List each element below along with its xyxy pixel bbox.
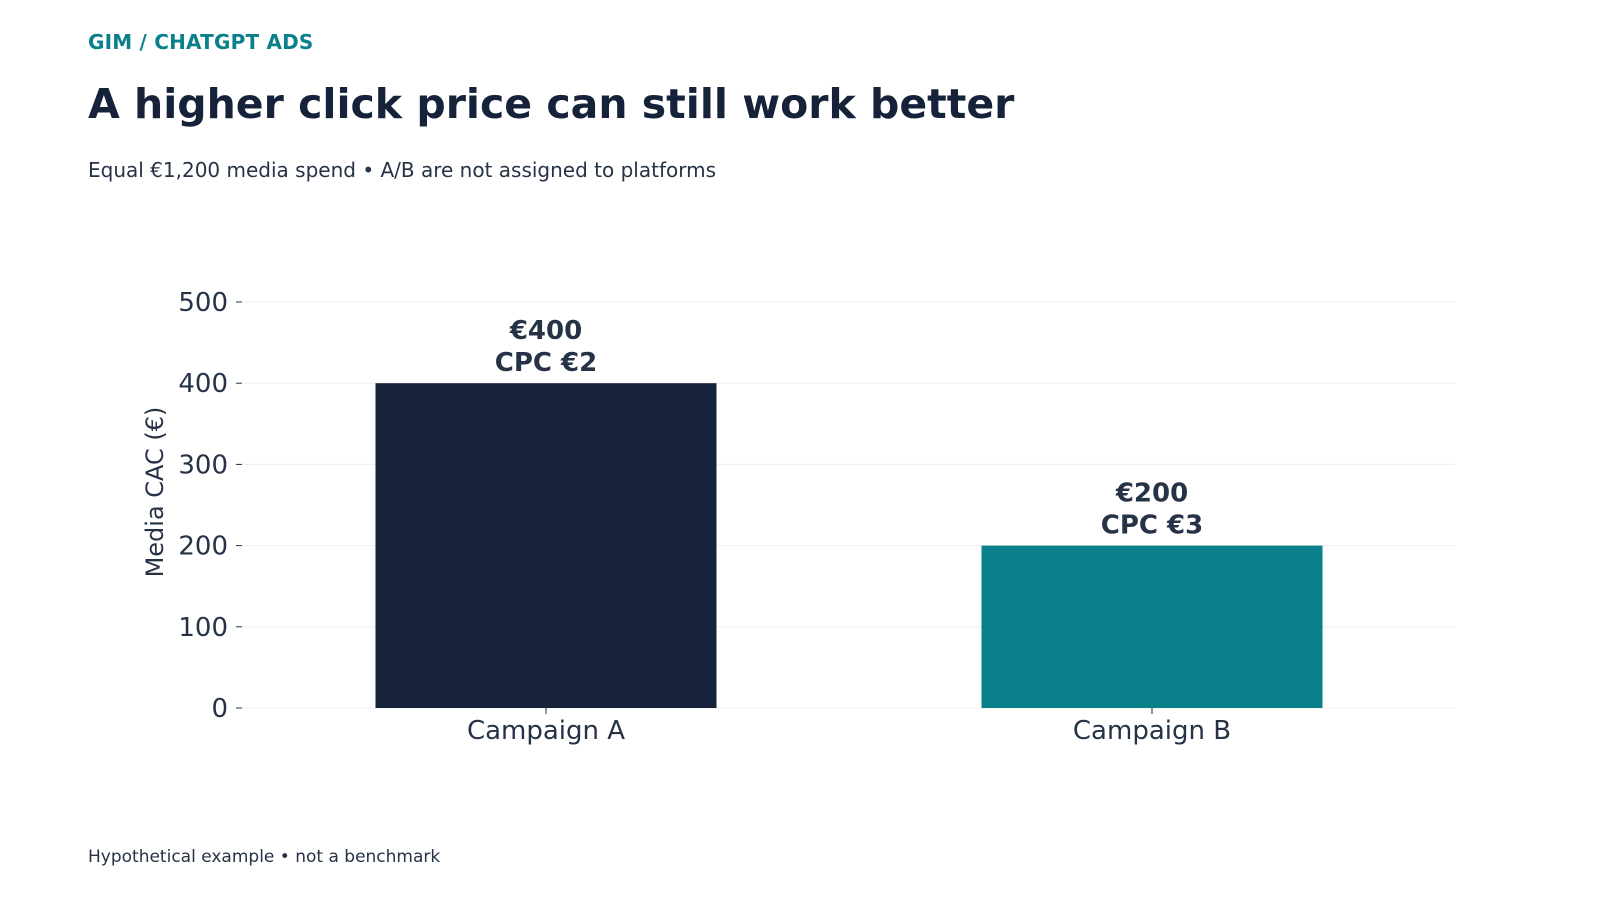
data-label-cpc: CPC €3 [1101,511,1203,541]
bar-campaign-b [981,545,1323,708]
y-tick-label: 400 [178,369,228,399]
data-label-value: €400 [509,316,582,346]
bar-campaign-a [375,383,717,708]
data-label-value: €200 [1115,479,1188,509]
bars [375,383,1323,708]
x-tick-label: Campaign B [1073,716,1231,746]
y-axis: 0 100 200 300 400 500 [178,288,242,724]
kicker-label: GIM / CHATGPT ADS [88,30,314,54]
x-axis: Campaign A Campaign B [467,708,1231,746]
x-tick-label: Campaign A [467,716,625,746]
y-tick-label: 100 [178,613,228,643]
footnote: Hypothetical example • not a benchmark [88,847,441,867]
y-axis-title: Media CAC (€) [141,407,169,578]
chart-subtitle: Equal €1,200 media spend • A/B are not a… [88,158,716,182]
y-tick-label: 200 [178,532,228,562]
y-tick-label: 300 [178,450,228,480]
data-label-cpc: CPC €2 [495,348,597,378]
chart-title: A higher click price can still work bett… [88,80,1015,128]
y-tick-label: 500 [178,288,228,318]
y-tick-label: 0 [211,694,228,724]
